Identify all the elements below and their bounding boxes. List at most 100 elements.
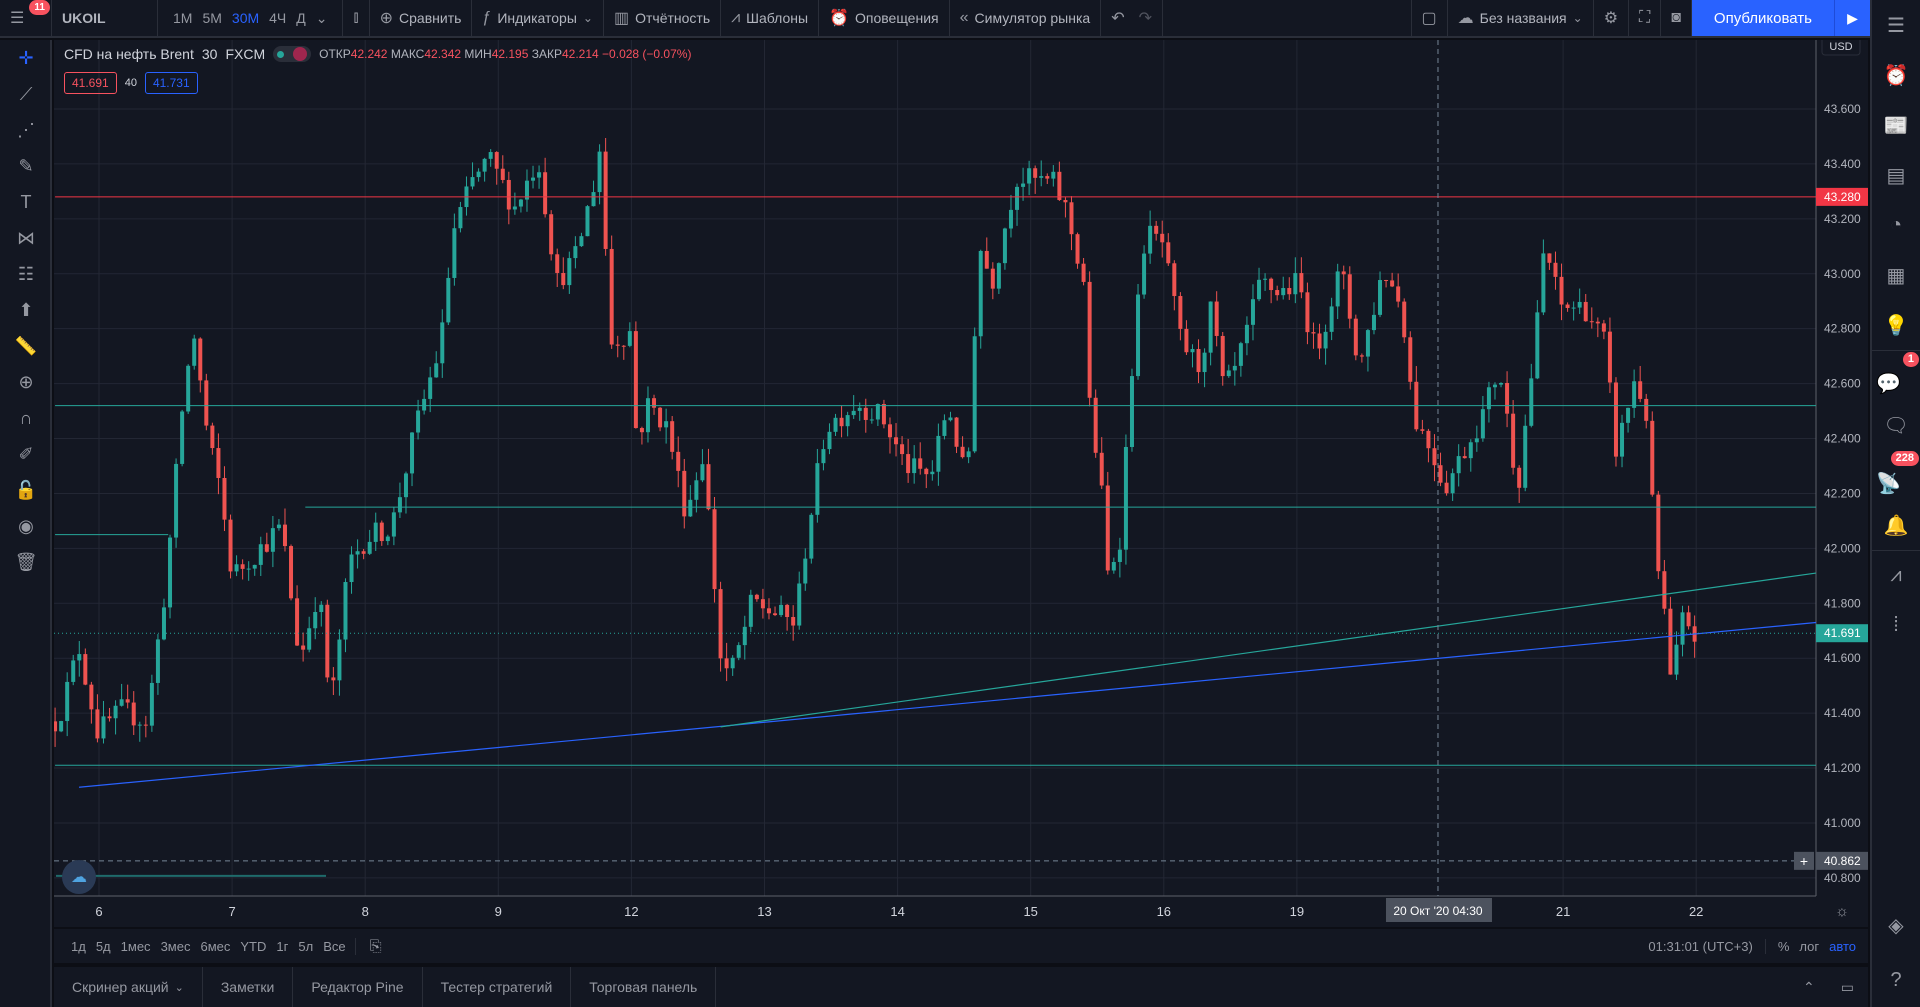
candle-body xyxy=(682,470,687,517)
chats-icon[interactable]: 💬 1 xyxy=(1872,350,1920,400)
buy-button[interactable]: 41.731 xyxy=(144,72,198,94)
text-icon[interactable]: T xyxy=(20,191,32,212)
zoom-in-icon[interactable]: ⊕ xyxy=(18,371,34,392)
candle xyxy=(210,422,215,455)
candle xyxy=(161,598,166,641)
add-alert-plus-button[interactable]: + xyxy=(1794,851,1814,870)
private-chats-icon[interactable]: 🗨 xyxy=(1883,414,1909,437)
sell-button[interactable]: 41.691 xyxy=(64,72,117,94)
replay-button[interactable]: « Симулятор рынка xyxy=(950,0,1102,36)
ideas-icon[interactable]: 💡 xyxy=(1883,314,1909,337)
currency-label[interactable]: USD xyxy=(1821,36,1861,56)
arrow-up-icon[interactable]: ⬆ xyxy=(18,299,34,320)
interval-1m[interactable]: 1М xyxy=(173,10,193,26)
save-layout-button[interactable]: ☁ Без названия ⌄ xyxy=(1448,0,1594,36)
chevron-up-icon[interactable]: ⌃ xyxy=(1803,978,1815,995)
range-1m[interactable]: 1мес xyxy=(120,938,151,954)
chevron-down-icon[interactable]: ⌄ xyxy=(315,9,328,26)
candle-body xyxy=(446,277,451,323)
settings-button[interactable]: ⚙ xyxy=(1594,0,1630,36)
range-ytd[interactable]: YTD xyxy=(240,938,267,954)
help-icon[interactable]: ? xyxy=(1890,968,1902,991)
symbol-search[interactable]: UKOIL xyxy=(52,0,158,36)
candle xyxy=(289,544,294,601)
redo-icon[interactable]: ↷ xyxy=(1138,10,1152,27)
tab-pine-editor[interactable]: Редактор Pine xyxy=(293,967,423,1007)
price-tick: 43.600 xyxy=(1824,102,1861,116)
candle-body xyxy=(754,594,759,600)
clock[interactable]: 01:31:01 (UTC+3) xyxy=(1643,938,1766,954)
lock-icon[interactable]: 🔓 xyxy=(14,479,38,500)
alerts-button[interactable]: ⏰ Оповещения xyxy=(819,0,950,36)
ruler-icon[interactable]: 📏 xyxy=(14,335,38,356)
range-5d[interactable]: 5д xyxy=(95,938,111,954)
range-3m[interactable]: 3мес xyxy=(160,938,191,954)
auto-toggle[interactable]: авто xyxy=(1829,938,1856,954)
pattern-icon[interactable]: ⋈ xyxy=(17,227,35,248)
goto-date-icon[interactable]: ⎘ xyxy=(354,937,387,955)
stay-drawing-icon[interactable]: ✐ xyxy=(18,443,34,464)
main-menu-button[interactable]: ☰ 11 xyxy=(0,0,52,36)
trading-icon[interactable]: ⩘ xyxy=(1872,550,1920,600)
maximize-panel-icon[interactable]: ▭ xyxy=(1840,978,1854,995)
trend-line-icon[interactable]: ⟋ xyxy=(19,83,33,104)
streams-icon[interactable]: 📡 228 xyxy=(1872,450,1920,500)
news-icon[interactable]: 📰 xyxy=(1883,114,1909,137)
axis-settings-icon[interactable]: ☼ xyxy=(1835,903,1849,920)
log-toggle[interactable]: лог xyxy=(1799,938,1820,954)
crosshair-icon[interactable]: ✛ xyxy=(18,47,34,68)
indicators-button[interactable]: ƒ Индикаторы ⌄ xyxy=(472,0,604,36)
layout-select-button[interactable]: ▢ xyxy=(1410,0,1448,36)
interval-d[interactable]: Д xyxy=(296,10,306,26)
candle xyxy=(331,667,336,696)
reports-button[interactable]: ▥ Отчётность xyxy=(604,0,722,36)
brush-icon[interactable]: ✎ xyxy=(18,155,34,176)
tab-notes[interactable]: Заметки xyxy=(203,967,294,1007)
fullscreen-button[interactable]: ⛶ xyxy=(1629,0,1662,36)
candle xyxy=(1232,352,1237,386)
market-status-toggle[interactable] xyxy=(273,46,312,62)
candle xyxy=(403,471,408,514)
chart-type-button[interactable]: ⫾ xyxy=(343,0,370,36)
templates-button[interactable]: ⩘ Шаблоны xyxy=(721,0,820,36)
candle-body xyxy=(168,537,173,608)
tab-strategy-tester[interactable]: Тестер стратегий xyxy=(423,967,572,1007)
data-window-icon[interactable]: ▤ xyxy=(1886,164,1906,187)
notifications-bell-icon[interactable]: 🔔 xyxy=(1883,514,1909,537)
magnet-icon[interactable]: ∩ xyxy=(19,407,33,428)
watchlist-icon[interactable]: ☰ xyxy=(1887,14,1905,37)
undo-icon[interactable]: ↶ xyxy=(1111,10,1125,27)
calendar-icon[interactable]: ▦ xyxy=(1886,264,1906,287)
alerts-clock-icon[interactable]: ⏰ xyxy=(1883,64,1909,87)
tab-trading-panel[interactable]: Торговая панель xyxy=(571,967,717,1007)
percent-toggle[interactable]: % xyxy=(1777,938,1790,954)
publish-button[interactable]: Опубликовать xyxy=(1691,0,1834,36)
layers-icon[interactable]: ◈ xyxy=(1888,914,1904,937)
compare-button[interactable]: ⊕ Сравнить xyxy=(370,0,473,36)
play-button[interactable]: ▶ xyxy=(1834,0,1870,36)
range-1y[interactable]: 1г xyxy=(276,938,289,954)
fib-icon[interactable]: ⋰ xyxy=(17,119,35,140)
trash-icon[interactable]: 🗑 xyxy=(14,551,38,572)
candle-body xyxy=(1408,337,1413,382)
price-tick: 40.800 xyxy=(1824,871,1861,885)
interval-5m[interactable]: 5М xyxy=(202,10,222,26)
interval-30m[interactable]: 30М xyxy=(231,10,260,26)
range-all[interactable]: Все xyxy=(323,938,346,954)
hotlists-icon[interactable]: ◔ xyxy=(1889,213,1903,236)
range-5y[interactable]: 5л xyxy=(298,938,314,954)
candle-body xyxy=(531,177,536,181)
candle xyxy=(307,616,312,653)
range-1d[interactable]: 1д xyxy=(71,938,86,954)
chart-pane[interactable]: 43.600 43.400 43.200 43.000 42.800 42.600 42.4… xyxy=(53,36,1868,927)
range-6m[interactable]: 6мес xyxy=(200,938,231,954)
eye-icon[interactable]: ◉ xyxy=(18,515,34,536)
candle xyxy=(155,634,160,695)
dom-icon[interactable]: ⁞ xyxy=(1893,613,1899,636)
snapshot-button[interactable]: ◙ xyxy=(1661,0,1692,36)
tab-stock-screener[interactable]: Скринер акций ⌄ xyxy=(54,967,203,1007)
tradingview-logo[interactable]: ☁ xyxy=(62,860,96,894)
prediction-icon[interactable]: ☷ xyxy=(17,263,35,284)
price-chart[interactable]: 43.600 43.400 43.200 43.000 42.800 42.600 42.4… xyxy=(53,36,1868,927)
interval-4h[interactable]: 4Ч xyxy=(269,10,287,26)
